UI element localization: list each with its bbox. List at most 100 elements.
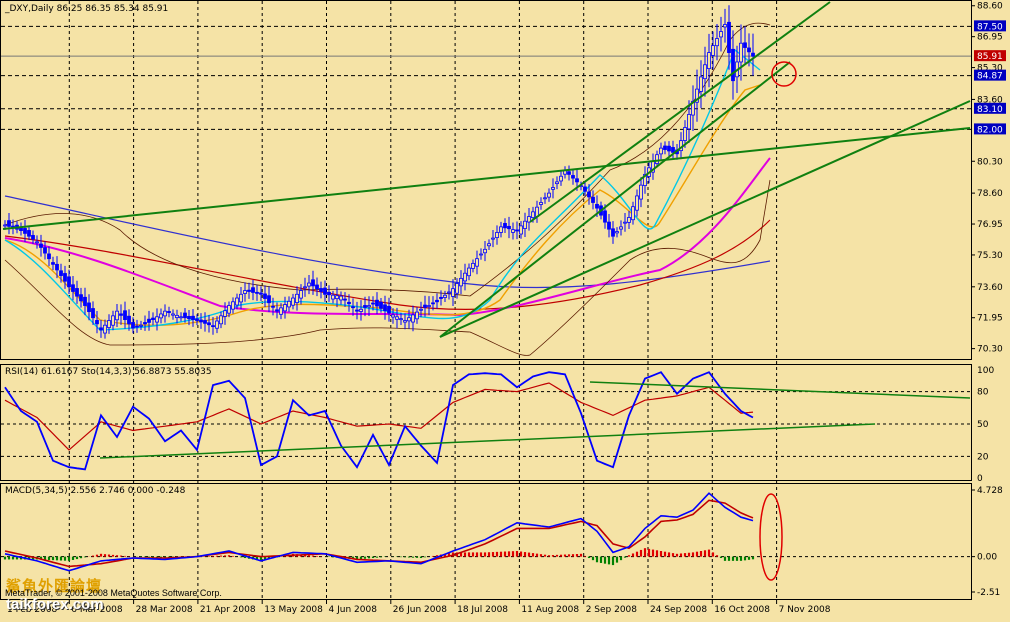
candle-body (299, 290, 303, 299)
candle-body (643, 173, 647, 186)
candle-body (595, 203, 599, 209)
candle-body (91, 308, 95, 319)
trendline-long (2, 127, 971, 230)
candle-body (143, 322, 147, 325)
candle-body (455, 283, 459, 294)
y-tick-label: 86.95 (977, 33, 1003, 43)
candle-body (319, 288, 323, 292)
candle-body (375, 299, 379, 307)
rsi-panel (0, 364, 972, 481)
candle-body (119, 313, 123, 316)
candle-body (87, 302, 91, 313)
candle-body (359, 308, 363, 312)
candle-body (179, 316, 183, 319)
price-level-label: 87.50 (977, 22, 1003, 32)
candle-body (403, 320, 407, 323)
current-price-label: 85.91 (977, 52, 1003, 62)
candle-body (271, 305, 275, 308)
candle-body (115, 310, 119, 321)
candle-body (551, 187, 555, 190)
macd-header: MACD(5,34,5) 2.556 2.746 0.000 -0.248 (5, 486, 186, 496)
candle-body (555, 181, 559, 185)
candle-body (247, 289, 251, 292)
candle-body (39, 243, 43, 248)
candle-body (431, 302, 435, 305)
rsi-upper-trendline (589, 381, 971, 399)
candle-body (343, 298, 347, 301)
candle-body (611, 228, 615, 237)
macd-highlight-oval (759, 493, 783, 581)
watermark-cn: 鯊魚外匯論壇 (6, 577, 103, 595)
candle-body (55, 263, 59, 271)
price-level-box (974, 123, 1006, 135)
rsi-tick-label: 20 (977, 452, 989, 462)
y-tick-label: 88.60 (977, 2, 1003, 12)
channel-upper (529, 1, 831, 223)
y-tick-label: 71.95 (977, 314, 1003, 324)
moving-averages (4, 22, 771, 356)
main-header: _DXY,Daily 86.25 86.35 85.34 85.91 (5, 4, 169, 14)
candle-body (527, 216, 531, 223)
candle-body (7, 220, 11, 227)
candle-body (351, 306, 355, 309)
y-tick-label: 76.95 (977, 220, 1003, 230)
candle-body (483, 248, 487, 254)
candle-body (323, 287, 327, 295)
candle-body (71, 284, 75, 292)
x-tick-label: 26 Jun 2008 (393, 605, 447, 615)
candle-body (155, 316, 159, 323)
candle-body (367, 305, 371, 308)
candle-body (575, 178, 579, 183)
candle-body (451, 288, 455, 297)
candle-body (619, 226, 623, 230)
candle-body (43, 247, 47, 254)
candle-body (523, 220, 527, 229)
candle-body (47, 253, 51, 260)
candle-body (707, 52, 711, 70)
candle-body (467, 267, 471, 277)
candle-body (83, 296, 87, 306)
candle-body (731, 48, 735, 82)
candle-body (235, 297, 239, 306)
candle-body (387, 305, 391, 314)
candle-body (571, 175, 575, 179)
candle-body (183, 312, 187, 319)
rsi-lower-trendline (99, 423, 876, 459)
y-tick-label: 70.30 (977, 345, 1003, 355)
candle-body (95, 320, 99, 325)
candle-body (307, 282, 311, 287)
copyright-text: MetaTrader, © 2001-2008 MetaQuotes Softw… (5, 588, 222, 598)
candle-body (107, 320, 111, 328)
candle-body (383, 304, 387, 312)
candle-body (51, 262, 55, 265)
candle-body (67, 276, 71, 288)
candle-body (207, 322, 211, 326)
lower-band-line (4, 179, 771, 356)
candle-body (543, 197, 547, 200)
x-tick-label: 11 Aug 2008 (521, 605, 579, 615)
candle-body (443, 294, 447, 298)
y-tick-label: 85.30 (977, 64, 1003, 74)
candle-body (151, 317, 155, 320)
candle-body (263, 293, 267, 299)
macd-tick-label: -2.51 (977, 588, 1000, 598)
macd-tick-label: 0.00 (977, 553, 997, 563)
candle-body (267, 295, 271, 304)
rsi-tick-label: 50 (977, 420, 989, 430)
candle-body (559, 175, 563, 182)
x-tick-label: 21 Apr 2008 (200, 605, 256, 615)
candle-body (103, 324, 107, 334)
candle-body (547, 192, 551, 198)
price-level-label: 82.00 (977, 125, 1003, 135)
rsi-signal-line (4, 382, 754, 451)
candle-body (303, 286, 307, 289)
main-panel (0, 0, 972, 360)
cyan-ema-line (4, 48, 761, 331)
panel-frames (0, 0, 972, 600)
candle-body (191, 315, 195, 320)
candle-body (255, 291, 259, 294)
candle-body (127, 315, 131, 325)
candle-body (79, 294, 83, 302)
candle-body (727, 21, 731, 53)
